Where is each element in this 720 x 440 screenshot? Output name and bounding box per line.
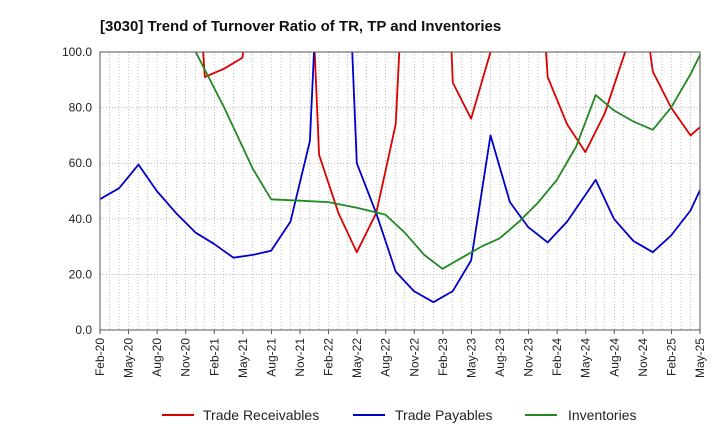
x-tick-label: Feb-25 [664,338,678,376]
x-tick-label: Feb-23 [436,338,450,376]
series-line-trade-receivables [202,52,700,254]
legend: Trade Receivables Trade Payables Inventori… [162,407,636,423]
x-tick-label: Nov-23 [522,338,536,377]
y-tick-label: 80.0 [69,101,93,115]
y-tick-label: 60.0 [69,156,93,170]
legend-label: Inventories [568,407,636,423]
x-tick-label: Nov-20 [179,338,193,377]
x-tick-label: May-25 [693,338,707,378]
axis-layer: 0.0 20.0 40.0 60.0 80.0 100.0 Feb-20 May-20 Aug-… [62,45,707,378]
x-tick-label: May-20 [122,338,136,378]
x-tick-label: Feb-22 [322,338,336,376]
x-tick-label: May-24 [579,338,593,378]
x-tick-label: Aug-24 [607,338,621,377]
x-tick-label: Nov-24 [636,338,650,377]
legend-label: Trade Receivables [203,407,319,423]
chart-title: [3030] Trend of Turnover Ratio of TR, TP… [100,18,501,35]
legend-label: Trade Payables [395,407,493,423]
y-tick-label: 100.0 [62,45,92,59]
x-tick-label: May-21 [236,338,250,378]
series-layer [100,52,700,304]
x-tick-label: Nov-21 [293,338,307,377]
x-tick-label: Feb-20 [93,338,107,376]
x-tick-label: Feb-21 [207,338,221,376]
x-tick-label: May-22 [350,338,364,378]
x-tick-label: Aug-23 [493,338,507,377]
x-tick-label: Aug-20 [150,338,164,377]
x-tick-label: May-23 [464,338,478,378]
y-tick-label: 0.0 [75,323,92,337]
x-tick-label: Aug-22 [379,338,393,377]
x-tick-label: Aug-21 [264,338,278,377]
grid-layer [100,52,700,330]
x-tick-label: Nov-22 [407,338,421,377]
plot-frame [99,51,701,331]
series-line-trade-payables [100,52,700,304]
y-tick-label: 40.0 [69,212,93,226]
x-tick-label: Feb-24 [550,338,564,376]
series-line-inventories [194,52,700,270]
y-tick-label: 20.0 [69,267,93,281]
